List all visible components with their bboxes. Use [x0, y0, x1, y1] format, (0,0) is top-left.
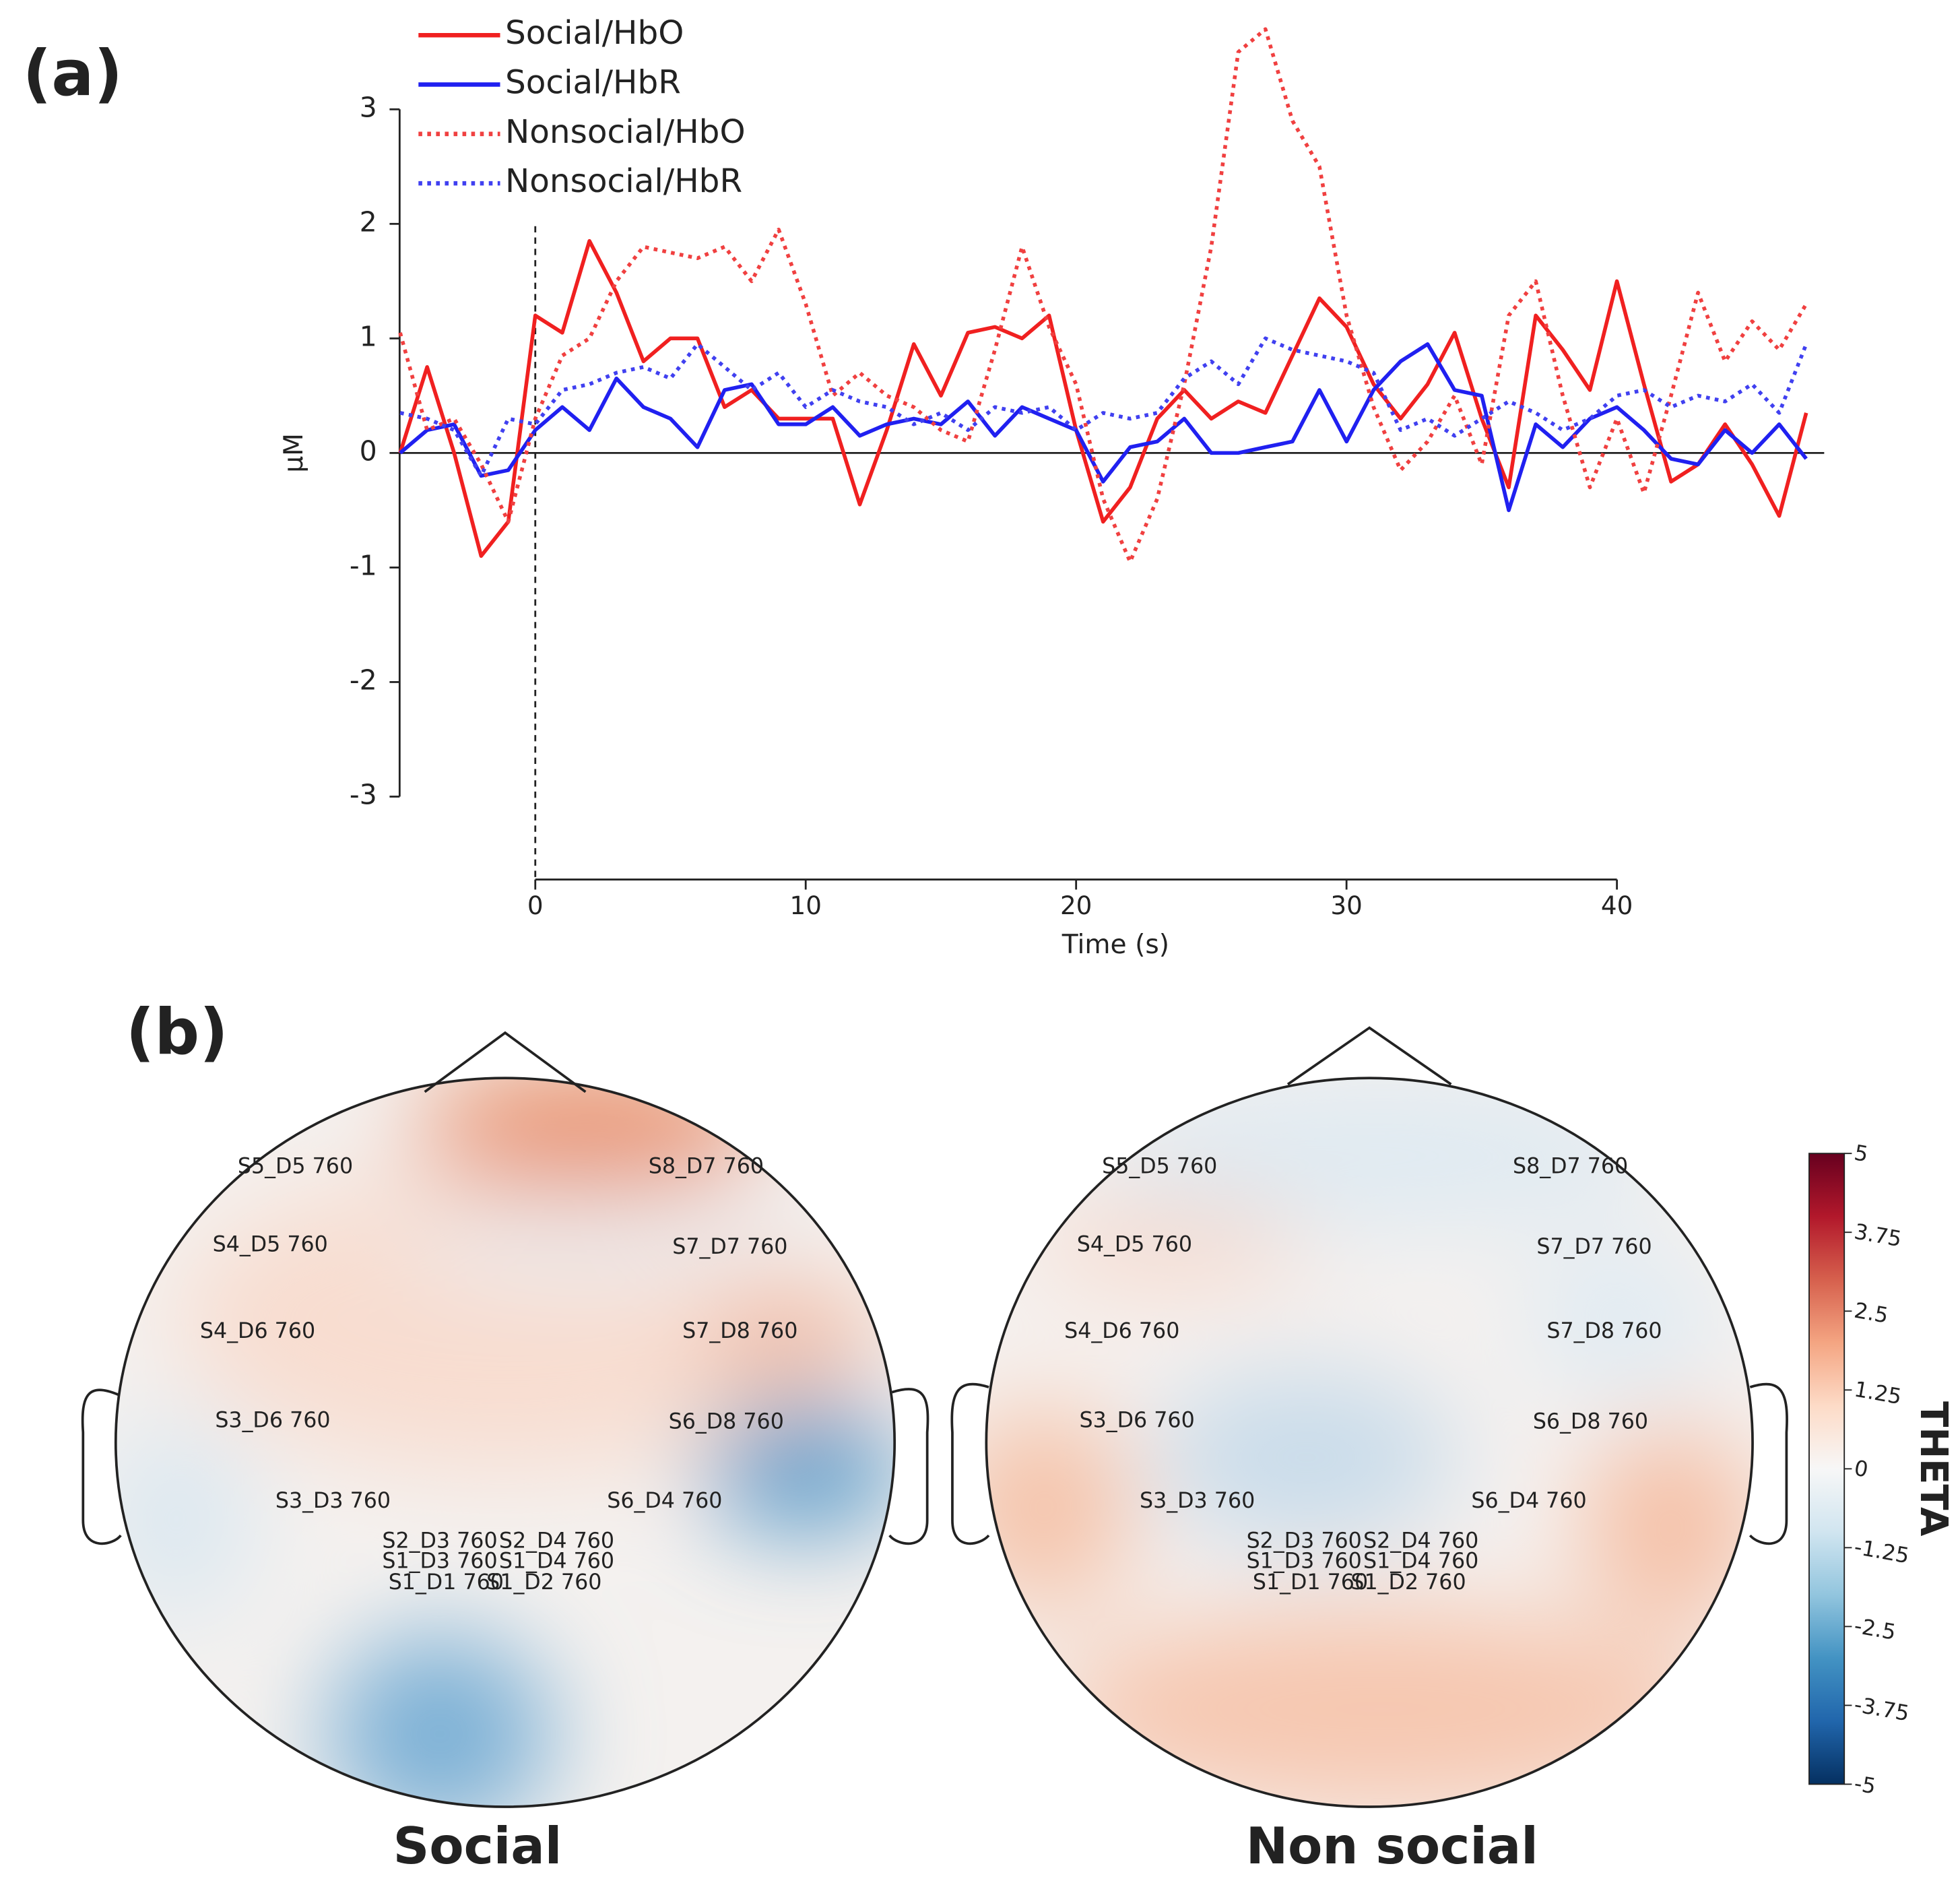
series-line: [398, 238, 1808, 558]
panel-label: (a): [23, 36, 123, 110]
channel-label: S7_D8 760: [682, 1319, 797, 1343]
channel-label: S4_D5 760: [213, 1232, 328, 1256]
channel-label: S5_D5 760: [238, 1155, 353, 1179]
channel-label: S7_D7 760: [1536, 1235, 1652, 1259]
channel-label: S2_D4 760: [499, 1529, 614, 1553]
channel-label: S5_D5 760: [1102, 1155, 1217, 1179]
channel-label: S3_D6 760: [215, 1408, 330, 1432]
channel-label: S8_D7 760: [649, 1155, 764, 1179]
legend-label: Nonsocial/HbO: [505, 113, 746, 151]
x-tick-label: 10: [789, 891, 821, 920]
colorbar-tick-label: 2.5: [1852, 1299, 1890, 1328]
colorbar-label: THETA: [1912, 1401, 1955, 1537]
head-outlines: [81, 1026, 1788, 1808]
series-line: [399, 336, 1808, 478]
channel-label: S2_D4 760: [1363, 1529, 1478, 1553]
x-tick-label: 30: [1330, 891, 1362, 920]
x-tick-label: 0: [527, 891, 544, 920]
channel-label: S6_D4 760: [1471, 1489, 1586, 1513]
x-axis-label: Time (s): [1061, 930, 1169, 960]
channel-label: S2_D3 760: [1247, 1529, 1362, 1553]
channel-label: S3_D3 760: [275, 1489, 391, 1513]
channel-label: S1_D1 760: [389, 1570, 504, 1595]
colorbar-tick-label: 1.25: [1852, 1378, 1903, 1410]
y-axis-label: μM: [279, 433, 309, 473]
channel-label: S1_D4 760: [1363, 1549, 1478, 1573]
series-line: [398, 27, 1808, 564]
channel-label: S1_D1 760: [1253, 1570, 1368, 1595]
panel-label: (b): [126, 995, 228, 1068]
colorbar-tick-label: -3.75: [1852, 1693, 1911, 1727]
topomap-fields: [115, 1078, 1753, 1807]
colorbar-tick-label: 0: [1852, 1456, 1870, 1483]
channel-label: S3_D3 760: [1140, 1489, 1255, 1513]
channel-label: S1_D4 760: [499, 1549, 614, 1573]
channel-label: S2_D3 760: [382, 1529, 497, 1553]
colorbar-tick-label: 5: [1852, 1141, 1870, 1167]
channel-label: S6_D8 760: [1533, 1409, 1648, 1434]
colorbar-tick-label: 3.75: [1852, 1220, 1903, 1252]
y-tick-label: -1: [350, 549, 377, 581]
channel-label: S1_D2 760: [1350, 1570, 1466, 1595]
y-tick-label: 1: [360, 320, 377, 352]
channel-label: S4_D6 760: [200, 1319, 315, 1343]
channel-label: S4_D5 760: [1077, 1232, 1192, 1256]
channel-label: S1_D3 760: [1247, 1549, 1362, 1573]
channel-label: S7_D8 760: [1546, 1319, 1662, 1343]
legend-label: Nonsocial/HbR: [505, 162, 742, 200]
colorbar-tick-label: -2.5: [1852, 1614, 1897, 1645]
colorbar: [1808, 1153, 1845, 1785]
channel-label: S8_D7 760: [1513, 1155, 1628, 1179]
y-tick-label: 3: [360, 91, 377, 123]
map-title: Social: [393, 1817, 562, 1876]
colorbar-tick-label: -5: [1852, 1772, 1877, 1799]
colorbar-tick-label: -1.25: [1852, 1535, 1911, 1569]
y-tick-label: -2: [350, 664, 377, 696]
map-title: Non social: [1246, 1817, 1538, 1876]
y-tick-label: 2: [360, 205, 377, 238]
x-tick-label: 20: [1060, 891, 1092, 920]
y-tick-label: 0: [360, 435, 377, 467]
channel-label: S6_D4 760: [607, 1489, 722, 1513]
legend-label: Social/HbO: [505, 14, 684, 52]
y-tick-label: -3: [350, 778, 377, 810]
channel-label: S1_D2 760: [486, 1570, 601, 1595]
channel-label: S7_D7 760: [672, 1235, 787, 1259]
series-line: [399, 342, 1808, 513]
channel-label: S1_D3 760: [382, 1549, 497, 1573]
channel-label: S6_D8 760: [669, 1409, 784, 1434]
legend-label: Social/HbR: [505, 64, 681, 102]
channel-label: S3_D6 760: [1080, 1408, 1195, 1432]
channel-label: S4_D6 760: [1064, 1319, 1179, 1343]
x-tick-label: 40: [1601, 891, 1633, 920]
